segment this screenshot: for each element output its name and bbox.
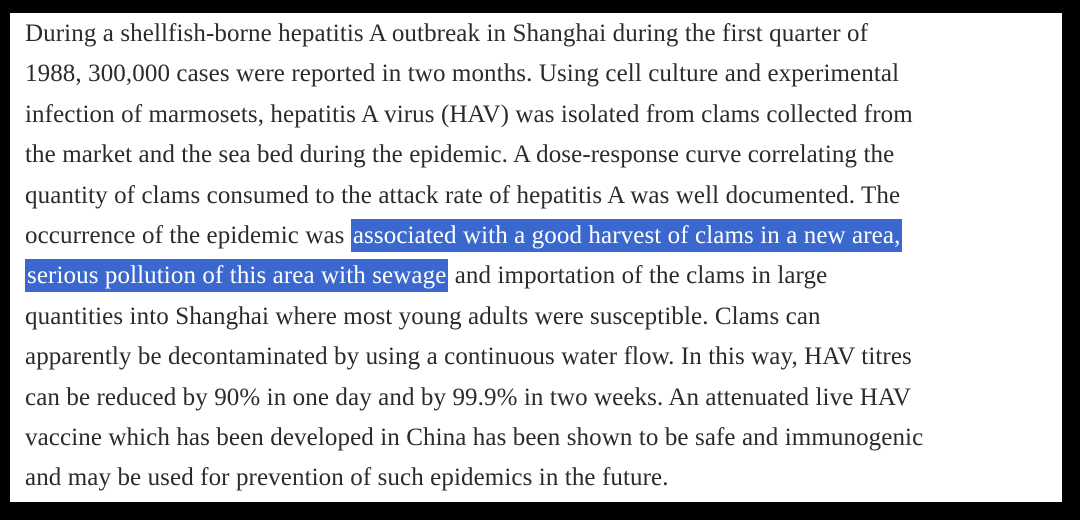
text-line: the market and the sea bed during the ep… bbox=[25, 135, 1048, 175]
text-line: quantity of clams consumed to the attack… bbox=[25, 176, 1048, 216]
abstract-text: apparently be decontaminated by using a … bbox=[25, 343, 912, 371]
text-line: During a shellfish-borne hepatitis A out… bbox=[25, 14, 1048, 54]
abstract-text: quantity of clams consumed to the attack… bbox=[25, 181, 901, 209]
abstract-text: and may be used for prevention of such e… bbox=[25, 464, 669, 492]
highlighted-text: serious pollution of this area with sewa… bbox=[25, 259, 449, 293]
text-line: apparently be decontaminated by using a … bbox=[25, 337, 1048, 377]
abstract-text: 1988, 300,000 cases were reported in two… bbox=[25, 60, 900, 88]
text-line: can be reduced by 90% in one day and by … bbox=[25, 378, 1048, 418]
text-line: infection of marmosets, hepatitis A viru… bbox=[25, 95, 1048, 135]
abstract-paragraph: During a shellfish-borne hepatitis A out… bbox=[10, 13, 1062, 499]
text-line: vaccine which has been developed in Chin… bbox=[25, 418, 1048, 458]
text-line: and may be used for prevention of such e… bbox=[25, 458, 1048, 498]
abstract-text: can be reduced by 90% in one day and by … bbox=[25, 383, 911, 411]
content-panel: During a shellfish-borne hepatitis A out… bbox=[10, 13, 1062, 502]
abstract-text: vaccine which has been developed in Chin… bbox=[25, 424, 924, 452]
text-line: serious pollution of this area with sewa… bbox=[25, 256, 1048, 296]
abstract-text: occurrence of the epidemic was bbox=[25, 222, 351, 250]
text-line: quantities into Shanghai where most youn… bbox=[25, 297, 1048, 337]
abstract-text: quantities into Shanghai where most youn… bbox=[25, 302, 821, 330]
text-line: 1988, 300,000 cases were reported in two… bbox=[25, 54, 1048, 94]
abstract-text: During a shellfish-borne hepatitis A out… bbox=[25, 20, 869, 47]
highlighted-text: associated with a good harvest of clams … bbox=[350, 219, 903, 253]
abstract-text: and importation of the clams in large bbox=[448, 262, 828, 290]
abstract-text: the market and the sea bed during the ep… bbox=[25, 141, 895, 169]
abstract-text: infection of marmosets, hepatitis A viru… bbox=[25, 100, 913, 128]
text-line: occurrence of the epidemic was associate… bbox=[25, 216, 1048, 256]
